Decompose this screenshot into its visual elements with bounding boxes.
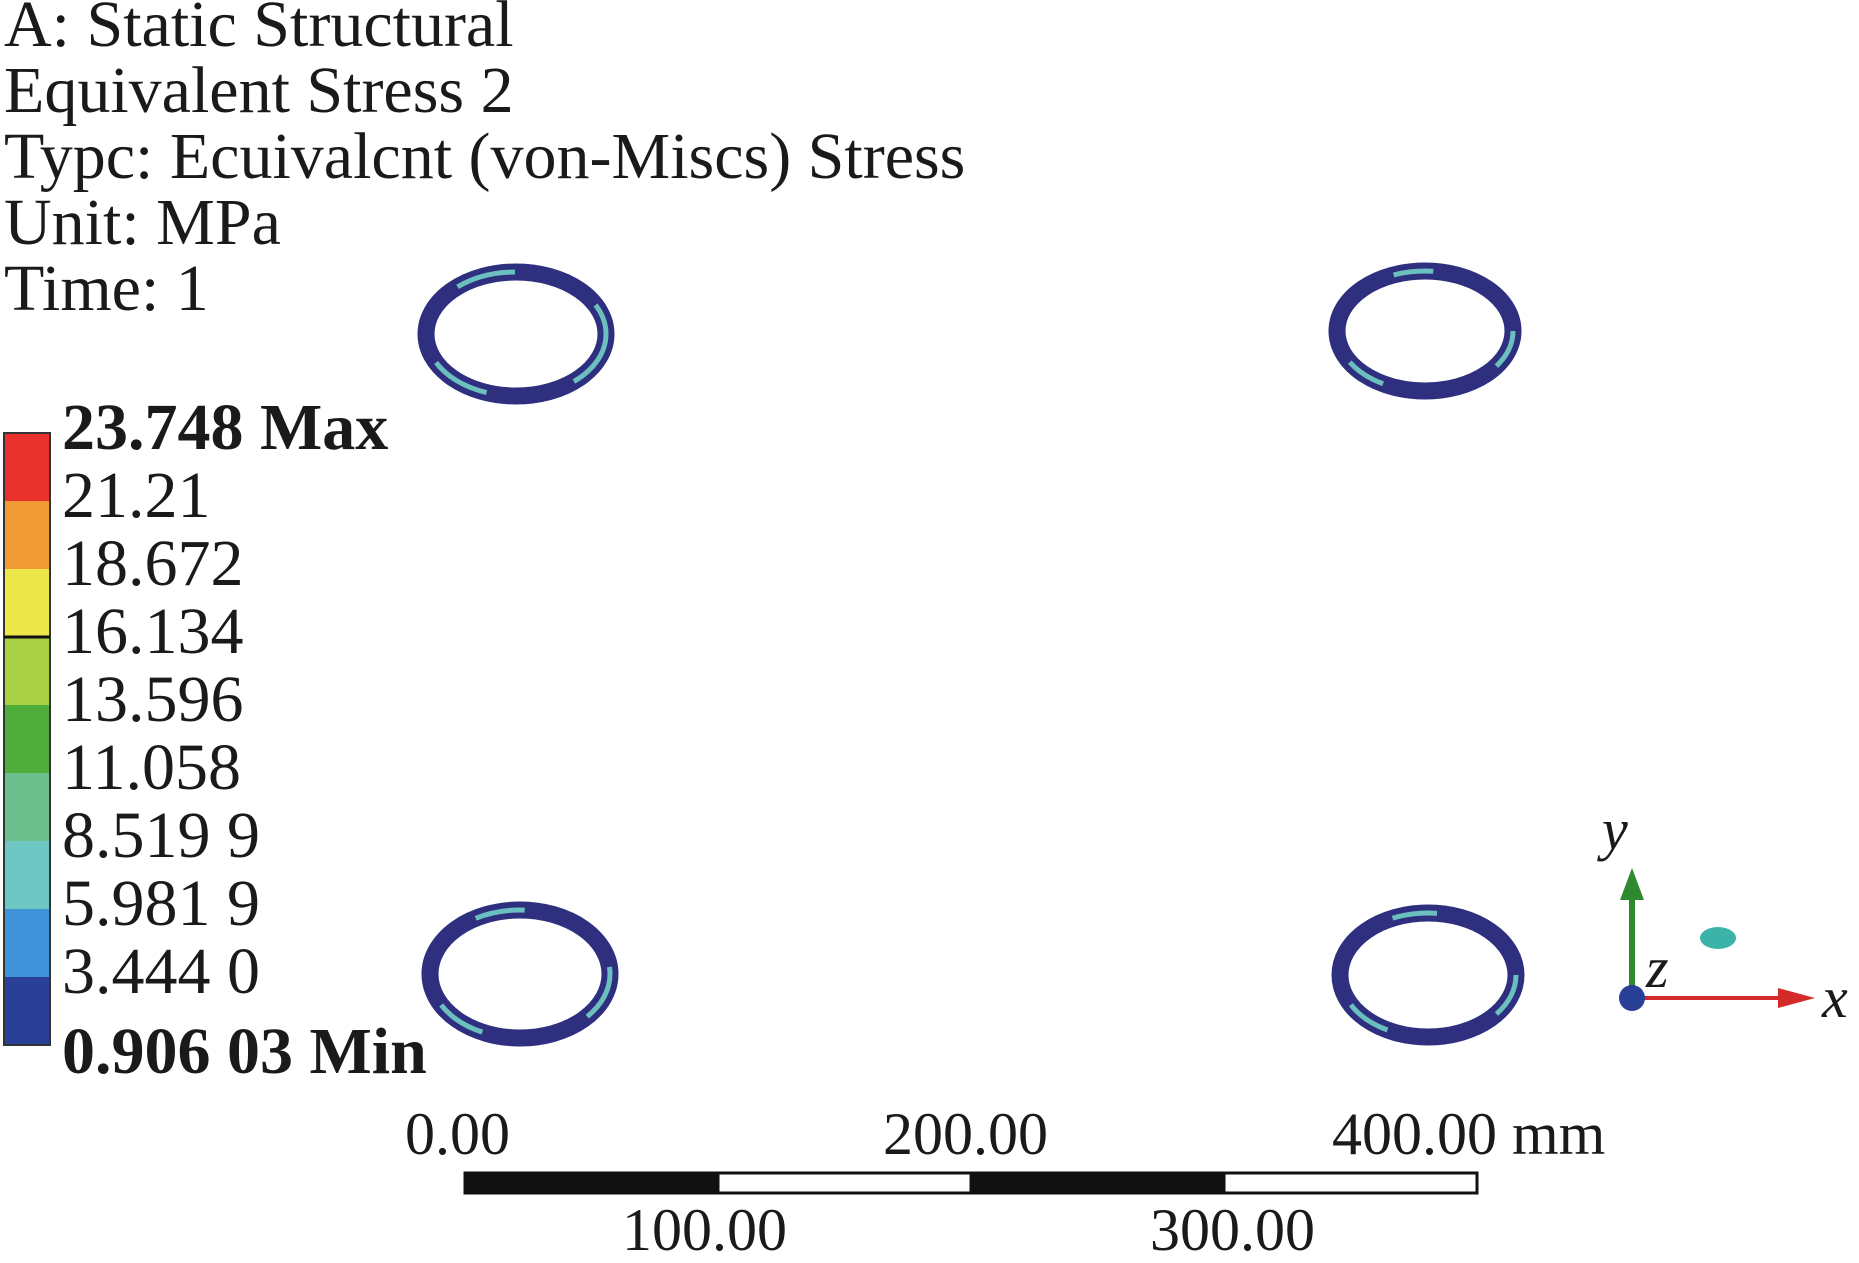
legend-level-label: 21.21 [62,459,211,532]
legend-swatch [4,705,50,773]
header-result: Equivalent Stress 2 [4,54,514,127]
bolt-hole-ring-bottom-left [421,901,619,1047]
legend-max-label: 23.748 Max [62,391,389,464]
legend-swatch [4,501,50,569]
legend-level-label: 3.444 0 [62,935,260,1008]
scale-label-300: 300.00 [1150,1197,1315,1263]
legend-swatch [4,569,50,637]
legend-level-label: 5.981 9 [62,867,260,940]
header-type: Typc: Ecuivalcnt (von-Miscs) Stress [4,120,966,193]
header-unit: Unit: MPa [4,186,281,259]
coordinate-triad [1619,868,1815,1011]
scale-label-200: 200.00 [883,1101,1048,1167]
legend-level-label: 16.134 [62,595,244,668]
legend-min-label: 0.906 03 Min [62,1015,427,1088]
bolt-hole-ring-bottom-right [1331,904,1525,1046]
triad-x-label: x [1822,965,1848,1030]
legend-swatch [4,977,50,1045]
header-analysis: A: Static Structural [4,0,514,61]
legend-color-bar [3,432,51,1046]
bolt-hole-ring-top-left [417,263,615,405]
legend-level-label: 11.058 [62,731,242,804]
legend-swatch [4,773,50,841]
header-time: Time: 1 [4,252,209,325]
legend-swatch [4,909,50,977]
legend-swatch [4,433,50,501]
legend-bar-border [3,432,51,1046]
scale-bar [463,1171,1479,1195]
legend-swatch [4,841,50,909]
legend-level-label: 13.596 [62,663,244,736]
bolt-hole-ring-top-right [1328,262,1522,400]
legend-swatch [4,637,50,705]
scale-label-100: 100.00 [622,1197,787,1263]
scale-label-400: 400.00 mm [1332,1101,1606,1167]
legend-level-label: 18.672 [62,527,244,600]
triad-z-label: z [1646,935,1669,1000]
scale-label-0: 0.00 [405,1101,510,1167]
triad-y-label: y [1602,797,1628,862]
legend-level-label: 8.519 9 [62,799,260,872]
